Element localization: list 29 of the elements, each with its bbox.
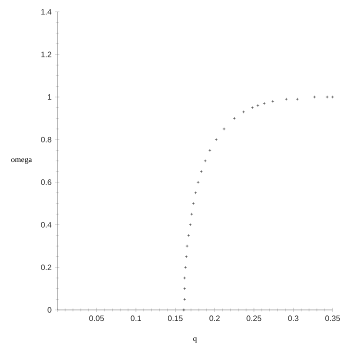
- point: [233, 116, 236, 120]
- point: [183, 298, 186, 301]
- point: [296, 98, 299, 101]
- point: [313, 96, 316, 98]
- point: [214, 138, 218, 142]
- point: [184, 266, 188, 269]
- point: [222, 127, 226, 130]
- point: [185, 255, 188, 258]
- point: [192, 202, 196, 205]
- point: [284, 98, 288, 101]
- point: [182, 308, 186, 312]
- point: [188, 223, 192, 226]
- point: [187, 234, 190, 237]
- point: [190, 212, 194, 216]
- point: [331, 96, 334, 98]
- point: [251, 106, 254, 110]
- point: [262, 102, 266, 105]
- point: [194, 191, 198, 194]
- point: [186, 244, 189, 248]
- point: [204, 159, 207, 162]
- point: [183, 287, 186, 290]
- point: [196, 180, 200, 184]
- point: [326, 96, 329, 98]
- point: [183, 276, 186, 280]
- point: [256, 104, 260, 108]
- point: [242, 110, 246, 114]
- point: [200, 170, 203, 174]
- point: [208, 148, 212, 152]
- point: [272, 100, 275, 103]
